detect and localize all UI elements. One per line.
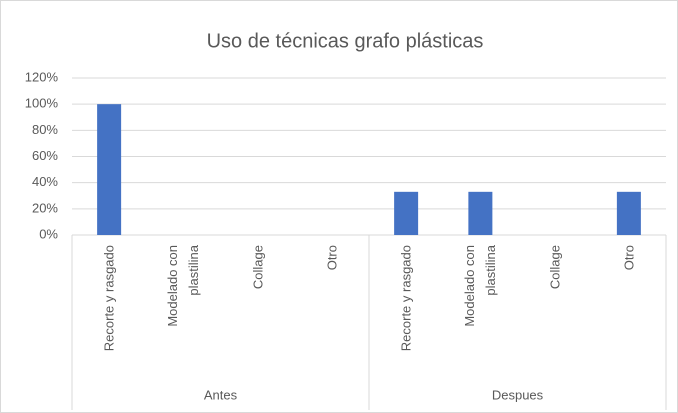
x-tick-label: Modelado con plastilina bbox=[165, 245, 202, 327]
x-tick-label: Collage bbox=[547, 245, 563, 290]
x-tick-label: Recorte y rasgado bbox=[101, 245, 117, 352]
x-tick-label: Otro bbox=[621, 245, 637, 271]
chart-title: Uso de técnicas grafo plásticas bbox=[207, 30, 484, 52]
group-label: Despues bbox=[492, 387, 544, 402]
y-tick-label: 0% bbox=[39, 226, 58, 241]
y-tick-label: 40% bbox=[32, 174, 58, 189]
y-tick-label: 20% bbox=[32, 200, 58, 215]
y-tick-label: 120% bbox=[25, 69, 59, 84]
bar bbox=[616, 191, 641, 235]
y-tick-label: 80% bbox=[32, 122, 58, 137]
bar bbox=[468, 191, 493, 235]
x-tick-label: Recorte y rasgado bbox=[398, 245, 414, 352]
x-tick-label: Collage bbox=[250, 245, 266, 290]
group-label: Antes bbox=[204, 387, 238, 402]
y-tick-label: 60% bbox=[32, 148, 58, 163]
bar bbox=[394, 191, 419, 235]
bar bbox=[97, 104, 122, 236]
x-tick-label: Otro bbox=[324, 245, 340, 271]
y-tick-label: 100% bbox=[25, 96, 59, 111]
x-tick-label: Modelado con plastilina bbox=[462, 245, 499, 327]
